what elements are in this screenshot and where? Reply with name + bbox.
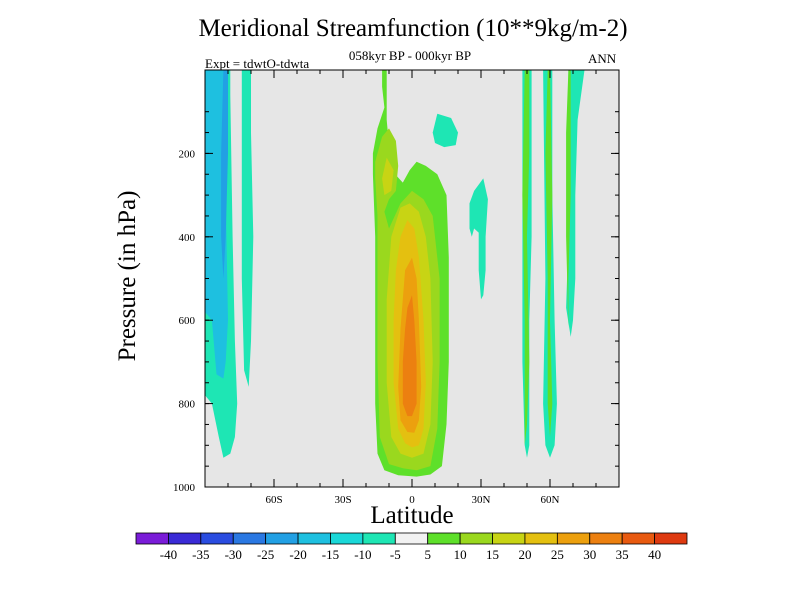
colorbar-swatch-9 bbox=[427, 532, 461, 545]
colorbar-swatch-10 bbox=[459, 532, 493, 545]
y-tick-label: 800 bbox=[179, 399, 196, 411]
contour-level-neg15-region-0 bbox=[221, 70, 228, 279]
contour-level-neg5-region-2 bbox=[432, 113, 458, 148]
colorbar-label-4: -20 bbox=[289, 547, 306, 562]
colorbar-swatch-7 bbox=[362, 532, 396, 545]
colorbar-swatch-15 bbox=[621, 532, 655, 545]
contour-level-5-region-3 bbox=[566, 70, 571, 329]
colorbar-swatch-6 bbox=[330, 532, 364, 545]
colorbar-swatch-8 bbox=[394, 532, 429, 545]
colorbar-swatch-12 bbox=[524, 532, 558, 545]
x-tick-label: 0 bbox=[409, 494, 415, 506]
colorbar-label-14: 35 bbox=[616, 547, 629, 562]
y-tick-label: 600 bbox=[179, 315, 196, 327]
contour-level-neg5-region-1 bbox=[241, 70, 254, 387]
season-label: ANN bbox=[588, 51, 617, 66]
x-tick-label: 60N bbox=[541, 494, 560, 506]
colorbar-label-0: -40 bbox=[160, 547, 177, 562]
colorbar-swatch-0 bbox=[135, 532, 169, 545]
chart-subtitle: 058kyr BP - 000kyr BP bbox=[348, 48, 472, 63]
contour-level-30-region-0 bbox=[402, 295, 417, 417]
colorbar-swatch-11 bbox=[492, 532, 526, 545]
chart-title: Meridional Streamfunction (10**9kg/m-2) bbox=[198, 15, 628, 42]
x-tick-label: 30S bbox=[334, 494, 351, 506]
colorbar-swatch-13 bbox=[556, 532, 591, 545]
colorbar-label-3: -25 bbox=[257, 547, 274, 562]
colorbar-label-8: 5 bbox=[424, 547, 431, 562]
y-tick-label: 400 bbox=[179, 232, 196, 244]
colorbar-swatch-2 bbox=[200, 532, 234, 545]
colorbar: -40 -35 -30 -25 -20 -15 -10 -5 5 10 15 20 25 30 35 40 bbox=[135, 532, 688, 562]
colorbar-label-2: -30 bbox=[225, 547, 242, 562]
colorbar-swatch-4 bbox=[265, 532, 299, 545]
colorbar-label-11: 20 bbox=[518, 547, 531, 562]
colorbar-swatch-5 bbox=[297, 532, 331, 545]
contour-fills bbox=[205, 70, 585, 477]
colorbar-label-9: 10 bbox=[454, 547, 467, 562]
colorbar-swatch-3 bbox=[232, 532, 267, 545]
colorbar-label-7: -5 bbox=[390, 547, 401, 562]
contour-level-5-region-1 bbox=[522, 70, 530, 446]
colorbar-label-10: 15 bbox=[486, 547, 499, 562]
colorbar-label-1: -35 bbox=[192, 547, 209, 562]
x-tick-label: 30N bbox=[472, 494, 491, 506]
axes: 60S 30S 0 30N 60N 200 400 600 800 1000 bbox=[173, 70, 619, 506]
experiment-label: Expt = tdwtO-tdwta bbox=[205, 56, 310, 71]
colorbar-swatch-1 bbox=[168, 532, 202, 545]
colorbar-label-5: -15 bbox=[322, 547, 339, 562]
colorbar-swatch-14 bbox=[589, 532, 623, 545]
colorbar-label-13: 30 bbox=[583, 547, 596, 562]
contour-level-neg5-region-3 bbox=[469, 178, 488, 300]
colorbar-label-12: 25 bbox=[551, 547, 564, 562]
contour-level-5-region-2 bbox=[545, 70, 553, 437]
colorbar-swatch-16 bbox=[654, 532, 688, 545]
y-tick-label: 200 bbox=[179, 148, 196, 160]
y-tick-label: 1000 bbox=[173, 482, 196, 494]
x-tick-label: 60S bbox=[265, 494, 282, 506]
colorbar-label-15: 40 bbox=[648, 547, 661, 562]
contour-level-15-region-0 bbox=[382, 157, 394, 196]
colorbar-label-6: -10 bbox=[354, 547, 371, 562]
x-axis-label: Latitude bbox=[370, 502, 454, 529]
